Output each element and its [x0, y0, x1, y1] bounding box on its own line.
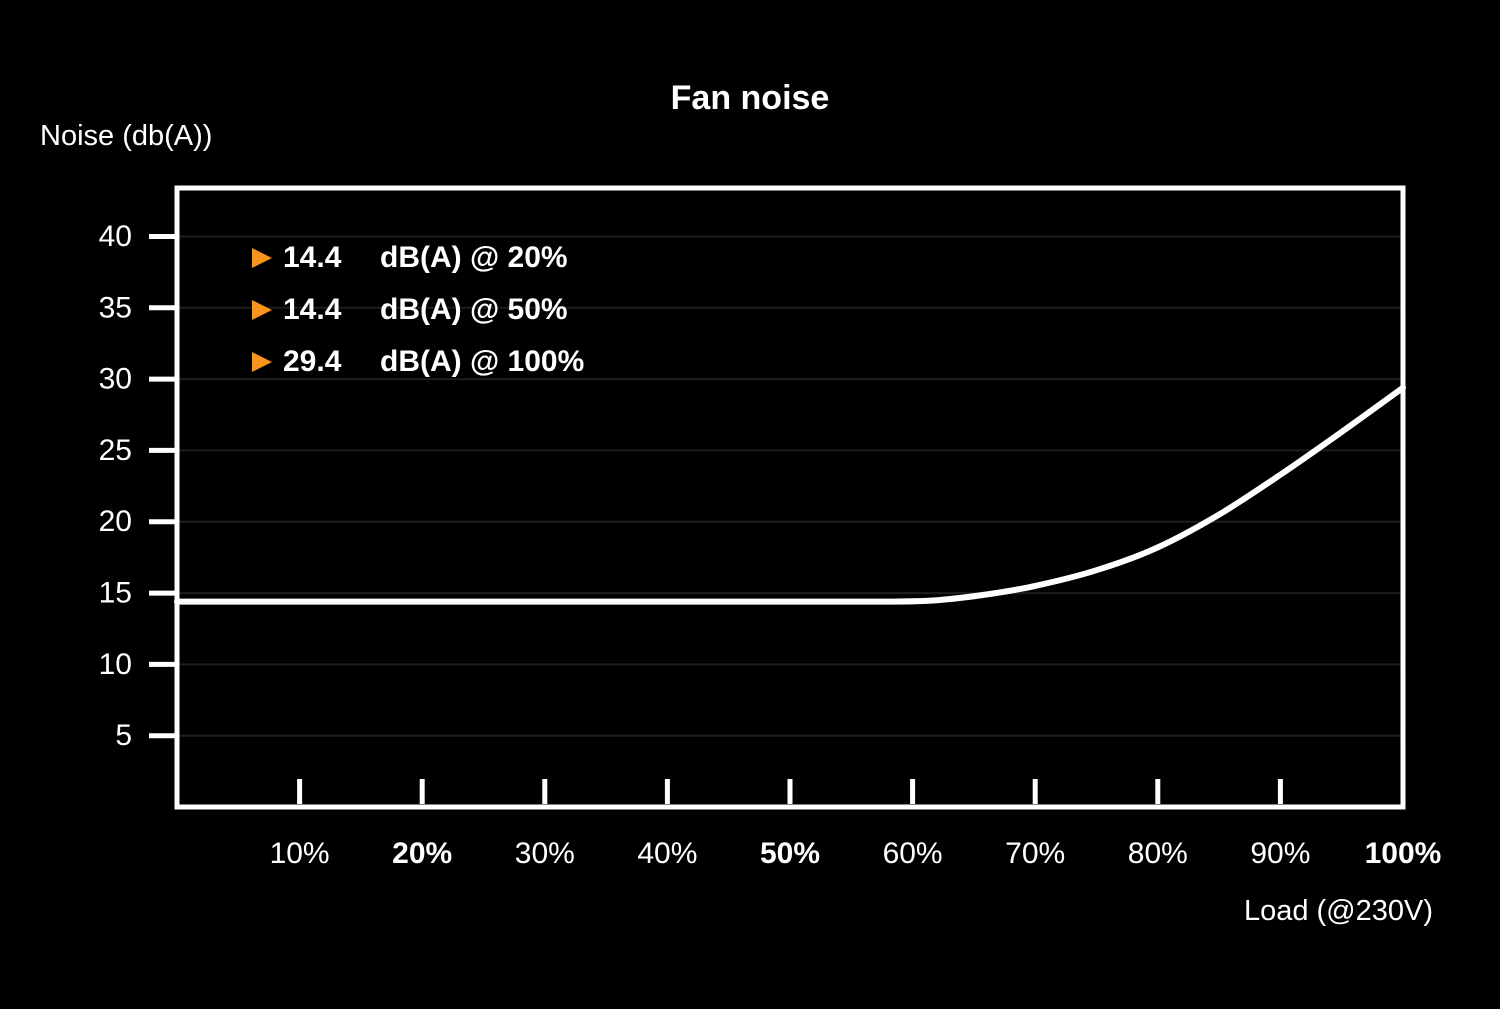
- x-tick-label: 50%: [760, 837, 820, 870]
- triangle-marker-icon: [252, 352, 272, 372]
- legend-row: 29.4 dB(A) @ 100%: [252, 336, 584, 388]
- x-axis-title: Load (@230V): [1243, 895, 1433, 927]
- y-tick-label: 15: [99, 577, 132, 610]
- y-tick-label: 35: [99, 291, 132, 324]
- x-tick-label: 70%: [1005, 837, 1065, 870]
- legend-row: 14.4 dB(A) @ 50%: [252, 284, 584, 336]
- legend-value: 14.4: [283, 241, 342, 274]
- x-tick-label: 40%: [637, 837, 697, 870]
- legend-value: 29.4: [283, 345, 342, 378]
- legend-label: dB(A) @ 20%: [380, 241, 568, 274]
- x-tick-label: 80%: [1128, 837, 1188, 870]
- x-tick-label: 10%: [270, 837, 330, 870]
- legend-label: dB(A) @ 50%: [380, 293, 568, 326]
- legend: 14.4 dB(A) @ 20% 14.4 dB(A) @ 50% 29.4 dB(A) …: [252, 232, 584, 388]
- legend-value: 14.4: [283, 293, 342, 326]
- triangle-marker-icon: [252, 248, 272, 268]
- y-tick-label: 20: [99, 505, 132, 538]
- x-tick-label: 100%: [1365, 837, 1442, 870]
- triangle-marker-icon: [252, 300, 272, 320]
- x-tick-label: 30%: [515, 837, 575, 870]
- legend-label: dB(A) @ 100%: [380, 345, 585, 378]
- y-tick-label: 25: [99, 434, 132, 467]
- y-tick-label: 30: [99, 363, 132, 396]
- y-axis-title: Noise (db(A)): [40, 120, 213, 152]
- noise-curve: [174, 384, 1406, 605]
- chart-title: Fan noise: [670, 79, 830, 117]
- y-tick-label: 10: [99, 648, 132, 681]
- y-tick-label: 5: [115, 719, 132, 752]
- x-tick-label: 20%: [392, 837, 452, 870]
- y-tick-label: 40: [99, 220, 132, 253]
- x-tick-label: 60%: [883, 837, 943, 870]
- x-tick-label: 90%: [1250, 837, 1310, 870]
- plot-border: [174, 185, 1406, 810]
- legend-row: 14.4 dB(A) @ 20%: [252, 232, 584, 284]
